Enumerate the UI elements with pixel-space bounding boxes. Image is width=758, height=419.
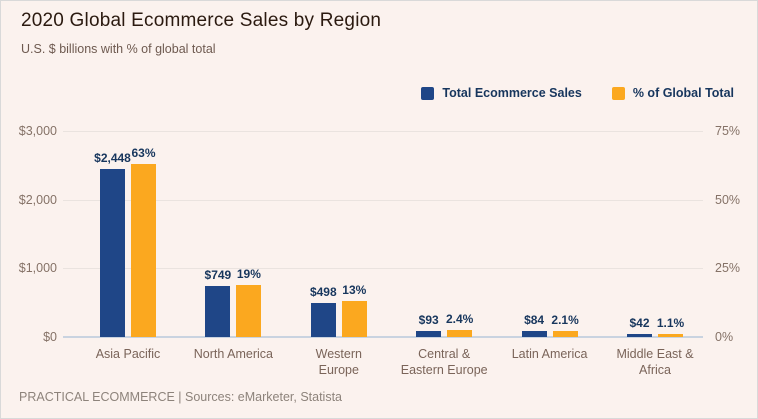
bar-sales-central-eastern-europe (416, 330, 442, 337)
y-axis-tick-right: 25% (715, 261, 741, 276)
chart-subtitle: U.S. $ billions with % of global total (21, 42, 216, 56)
bar-label-percent-western-europe: 13% (342, 283, 367, 298)
x-axis-category-central-eastern-europe: Central & Eastern Europe (382, 346, 506, 378)
bar-label-sales-asia-pacific: $2,448 (94, 150, 131, 165)
bar-percent-western-europe (341, 301, 367, 337)
y-axis-tick-right: 75% (715, 124, 741, 138)
bar-sales-latin-america (521, 331, 547, 337)
bar-percent-asia-pacific (131, 163, 156, 337)
x-axis-category-western-europe: Western Europe (277, 346, 401, 378)
x-axis-category-line: Central & (418, 347, 471, 361)
y-axis-tick-left: $0 (43, 330, 57, 344)
gridline (63, 131, 703, 132)
bar-percent-central-eastern-europe (447, 330, 473, 337)
y-axis-tick-right: 0% (715, 330, 734, 344)
legend-item-total-sales: Total Ecommerce Sales (421, 86, 582, 100)
x-axis-category-line: North America (193, 347, 273, 361)
legend-item-percent-total: % of Global Total (611, 86, 734, 100)
bar-percent-latin-america (552, 331, 578, 337)
source-attribution: PRACTICAL ECOMMERCE | Sources: eMarketer… (19, 390, 343, 404)
legend: Total Ecommerce Sales % of Global Total (421, 86, 734, 100)
bar-sales-north-america (205, 285, 231, 337)
x-axis-category-line: Middle East & (616, 347, 694, 361)
bar-label-sales-middle-east-africa: $42 (629, 316, 650, 331)
legend-label: Total Ecommerce Sales (442, 86, 582, 100)
bar-label-sales-central-eastern-europe: $93 (418, 312, 439, 327)
x-axis-category-line: Africa (639, 363, 671, 377)
x-axis-category-line: Asia Pacific (95, 347, 161, 361)
x-axis-category-latin-america: Latin America (488, 346, 612, 362)
bar-label-percent-north-america: 19% (236, 266, 261, 281)
y-axis-tick-left: $1,000 (18, 261, 57, 276)
chart-title: 2020 Global Ecommerce Sales by Region (21, 10, 382, 31)
bar-label-percent-latin-america: 2.1% (551, 313, 579, 328)
gridline (63, 199, 703, 201)
x-axis-category-line: Europe (318, 363, 359, 377)
legend-label: % of Global Total (632, 86, 734, 100)
legend-swatch-blue (421, 86, 435, 100)
x-axis-category-asia-pacific: Asia Pacific (66, 346, 190, 362)
bar-percent-middle-east-africa (658, 333, 683, 337)
bar-label-sales-western-europe: $498 (309, 284, 337, 299)
x-axis-category-north-america: North America (171, 346, 295, 362)
bar-percent-north-america (236, 284, 262, 337)
bar-sales-western-europe (310, 302, 336, 337)
y-axis-tick-right: 50% (715, 192, 741, 207)
legend-swatch-orange (611, 86, 625, 100)
bar-label-percent-central-eastern-europe: 2.4% (446, 312, 474, 327)
x-axis-category-line: Latin America (511, 347, 588, 361)
bar-label-percent-asia-pacific: 63% (131, 145, 156, 160)
gridline (63, 268, 703, 270)
y-axis-tick-left: $3,000 (18, 124, 57, 138)
bar-label-sales-north-america: $749 (204, 267, 232, 282)
bar-label-sales-latin-america: $84 (524, 313, 545, 328)
y-axis-tick-left: $2,000 (18, 192, 57, 207)
x-axis-category-line: Eastern Europe (400, 363, 488, 377)
x-axis-category-line: Western (315, 347, 362, 361)
bar-sales-middle-east-africa (627, 334, 652, 337)
bar-label-percent-middle-east-africa: 1.1% (656, 315, 685, 330)
bar-sales-asia-pacific (100, 168, 125, 337)
x-axis-category-middle-east-africa: Middle East & Africa (593, 346, 717, 378)
x-axis-line (63, 336, 703, 338)
